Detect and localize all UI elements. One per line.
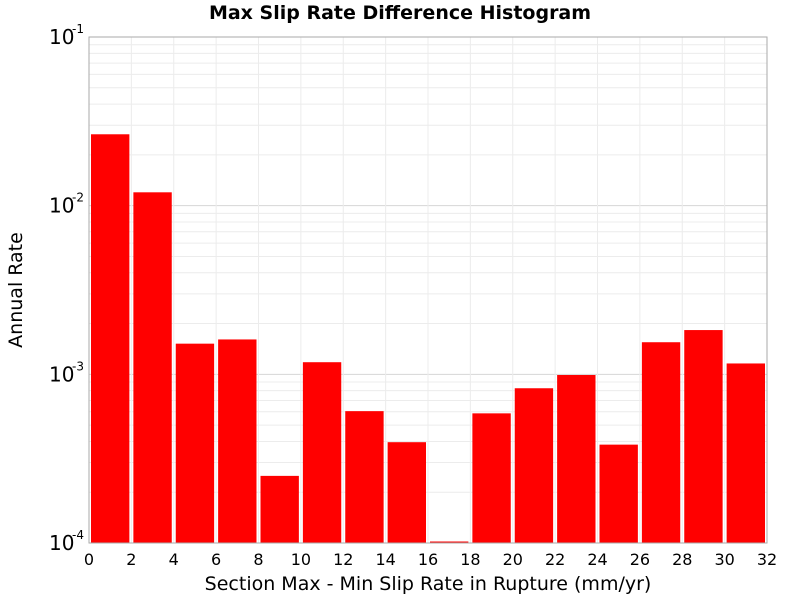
bar: [260, 475, 299, 543]
chart-title: Max Slip Rate Difference Histogram: [208, 2, 592, 24]
bar: [599, 444, 638, 543]
x-tick-label: 14: [375, 550, 395, 569]
x-tick-label: 26: [630, 550, 650, 569]
x-axis-label: Section Max - Min Slip Rate in Rupture (…: [205, 573, 652, 595]
bar: [91, 134, 130, 544]
bar: [133, 192, 172, 543]
x-tick-label: 20: [503, 550, 523, 569]
y-axis-label: Annual Rate: [5, 232, 27, 348]
y-tick-label: 10-3: [49, 359, 84, 386]
y-tick-base: 10: [49, 194, 74, 218]
x-tick-label: 16: [418, 550, 438, 569]
y-tick-label: 10-1: [49, 22, 84, 49]
bar: [345, 411, 384, 543]
bar: [430, 541, 469, 543]
x-tick-label: 0: [84, 550, 94, 569]
x-tick-label: 2: [126, 550, 136, 569]
bar: [514, 388, 554, 543]
x-tick-label: 12: [333, 550, 353, 569]
x-tick-label: 24: [587, 550, 607, 569]
bar: [726, 363, 765, 543]
x-tick-label: 6: [211, 550, 221, 569]
x-tick-label: 10: [291, 550, 311, 569]
x-tick-label: 18: [460, 550, 480, 569]
bar: [175, 343, 215, 543]
x-tick-label: 8: [253, 550, 263, 569]
x-axis-ticks: 0 2 4 6 8 10 12 14 16 18 20 22 24 26 28 30 32: [84, 550, 777, 569]
y-tick-base: 10: [49, 531, 74, 555]
bar: [472, 413, 511, 543]
bars: [91, 134, 765, 544]
x-tick-label: 4: [169, 550, 179, 569]
y-tick-base: 10: [49, 25, 74, 49]
bar: [387, 442, 426, 543]
y-tick-label: 10-2: [49, 191, 84, 218]
y-tick-exponent: -3: [72, 359, 84, 373]
bar: [218, 339, 257, 543]
bar: [557, 374, 596, 543]
x-tick-label: 28: [672, 550, 692, 569]
x-tick-label: 32: [757, 550, 777, 569]
bar: [302, 362, 342, 543]
plot-border: [88, 36, 768, 544]
y-tick-base: 10: [49, 362, 74, 386]
bar: [641, 342, 681, 543]
x-tick-label: 30: [714, 550, 734, 569]
y-tick-exponent: -2: [72, 191, 84, 205]
y-tick-exponent: -4: [72, 528, 84, 542]
y-tick-exponent: -1: [72, 22, 84, 36]
bar: [684, 330, 723, 543]
y-axis-ticks: 10-410-310-210-1: [49, 22, 84, 555]
y-tick-label: 10-4: [49, 528, 84, 555]
x-tick-label: 22: [545, 550, 565, 569]
